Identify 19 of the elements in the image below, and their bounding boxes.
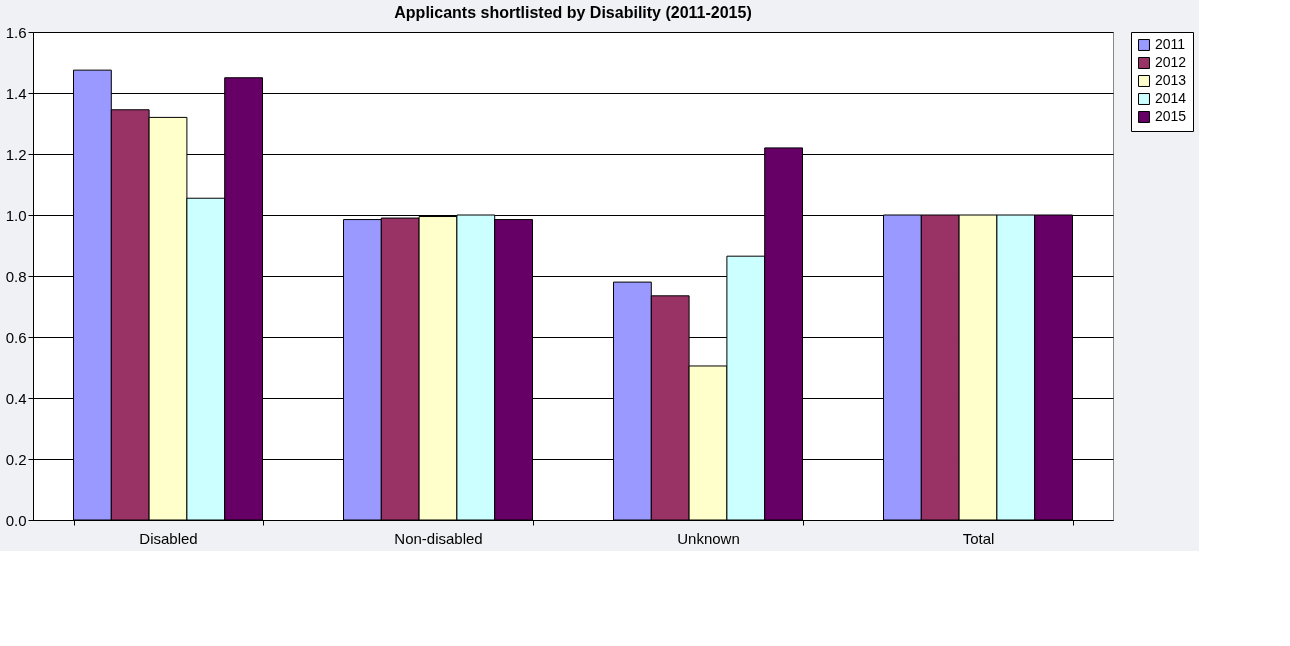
x-tick-label: Non-disabled [394, 529, 483, 547]
legend-label: 2012 [1155, 54, 1187, 70]
legend-label: 2013 [1155, 72, 1187, 88]
y-tick-label: 0.0 [5, 511, 27, 529]
y-tick-label: 1.0 [5, 206, 27, 224]
legend-label: 2011 [1155, 36, 1186, 52]
y-tick-label: 1.4 [5, 84, 27, 102]
x-tick-label: Unknown [677, 529, 740, 547]
chart-title: Applicants shortlisted by Disability (2011-2015) [394, 4, 752, 21]
y-tick-label: 0.6 [5, 328, 27, 346]
x-tick-label: Disabled [139, 529, 198, 547]
y-tick-label: 0.8 [5, 267, 27, 285]
y-tick-label: 1.6 [5, 23, 27, 41]
y-tick-label: 0.2 [5, 450, 27, 468]
y-tick-label: 0.4 [5, 389, 27, 407]
legend-label: 2015 [1155, 108, 1187, 124]
y-tick-label: 1.2 [5, 145, 27, 163]
legend-label: 2014 [1155, 90, 1187, 106]
x-tick-label: Total [962, 529, 995, 547]
